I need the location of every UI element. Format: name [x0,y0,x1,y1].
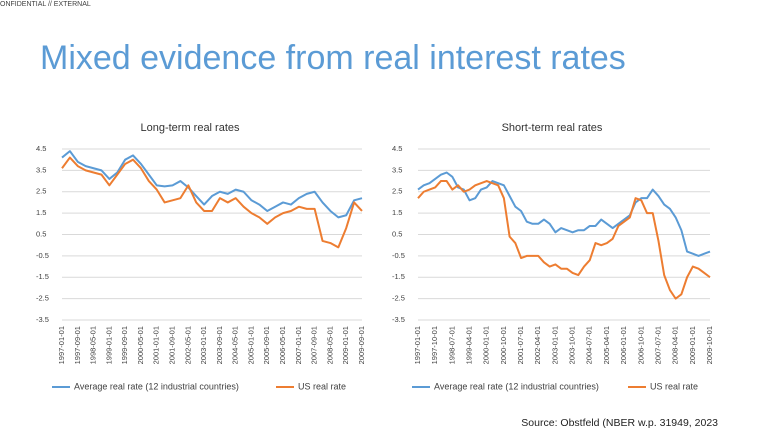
legend-label: Average real rate (12 industrial countri… [74,381,239,391]
x-tick-label: 2006-10-01 [636,326,645,364]
x-tick-label: 2005-01-01 [246,326,255,364]
x-tick-label: 2000-10-01 [499,326,508,364]
x-tick-label: 1999-04-01 [465,326,474,364]
x-tick-label: 1998-05-01 [89,326,98,364]
x-tick-label: 2003-01-01 [199,326,208,364]
y-tick-label: 1.5 [392,208,402,217]
x-tick-label: 2006-05-01 [278,326,287,364]
x-tick-label: 1997-10-01 [430,326,439,364]
x-tick-label: 2009-09-01 [357,326,366,364]
y-tick-label: -2.5 [392,294,405,303]
y-tick-label: 1.5 [36,208,46,217]
x-tick-label: 2003-10-01 [568,326,577,364]
y-tick-label: -3.5 [36,315,49,324]
legend-label: Average real rate (12 industrial countri… [434,381,599,391]
y-tick-label: -0.5 [36,251,49,260]
slide-title: Mixed evidence from real interest rates [40,39,626,77]
x-tick-label: 2009-01-01 [688,326,697,364]
series-line [417,180,711,300]
x-tick-label: 2009-01-01 [341,326,350,364]
y-tick-label: 2.5 [36,187,46,196]
x-tick-label: 2008-04-01 [671,326,680,364]
x-tick-label: 2007-07-01 [653,326,662,364]
y-tick-label: -3.5 [392,315,405,324]
x-tick-label: 1997-09-01 [73,326,82,364]
y-tick-label: -1.5 [36,272,49,281]
y-tick-label: 3.5 [36,165,46,174]
x-tick-label: 1999-09-01 [120,326,129,364]
x-tick-label: 2005-04-01 [602,326,611,364]
y-tick-label: 2.5 [392,187,402,196]
x-tick-label: 2004-05-01 [231,326,240,364]
x-tick-label: 2009-10-01 [705,326,714,364]
source-note: Source: Obstfeld (NBER w.p. 31949, 2023 [521,417,718,429]
confidential-header: ONFIDENTIAL // EXTERNAL [0,1,91,8]
x-tick-label: 2003-09-01 [215,326,224,364]
y-tick-label: 3.5 [392,165,402,174]
x-tick-label: 2001-07-01 [516,326,525,364]
y-tick-label: -0.5 [392,251,405,260]
x-tick-label: 2000-01-01 [482,326,491,364]
x-tick-label: 2008-05-01 [325,326,334,364]
legend-label: US real rate [650,381,698,391]
x-tick-label: 2002-04-01 [533,326,542,364]
x-tick-label: 2007-01-01 [294,326,303,364]
x-tick-label: 1999-01-01 [104,326,113,364]
y-tick-label: -2.5 [36,294,49,303]
y-tick-label: 4.5 [36,144,46,153]
y-tick-label: -1.5 [392,272,405,281]
x-tick-label: 2007-09-01 [310,326,319,364]
x-tick-label: 2001-01-01 [152,326,161,364]
x-tick-label: 2004-07-01 [585,326,594,364]
chart-title: Short-term real rates [502,122,603,134]
x-tick-label: 1997-01-01 [413,326,422,364]
x-tick-label: 1997-01-01 [57,326,66,364]
x-tick-label: 2003-01-01 [550,326,559,364]
x-tick-label: 2002-05-01 [183,326,192,364]
chart-title: Long-term real rates [140,122,240,134]
legend-label: US real rate [298,381,346,391]
x-tick-label: 2006-01-01 [619,326,628,364]
series-line [61,150,363,219]
x-tick-label: 2001-09-01 [168,326,177,364]
y-tick-label: 0.5 [392,229,402,238]
series-line [417,171,711,257]
x-tick-label: 2000-05-01 [136,326,145,364]
y-tick-label: 0.5 [36,229,46,238]
series-line [61,156,363,249]
x-tick-label: 2005-09-01 [262,326,271,364]
y-tick-label: 4.5 [392,144,402,153]
x-tick-label: 1998-07-01 [447,326,456,364]
